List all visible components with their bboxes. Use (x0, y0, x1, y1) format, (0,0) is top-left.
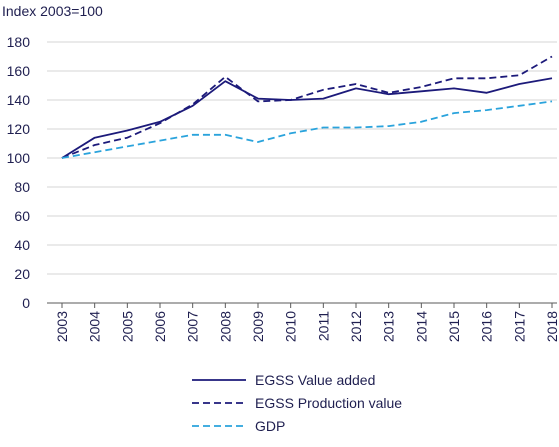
x-tick-label: 2003 (54, 311, 70, 342)
y-axis-ticks: 0 20 40 60 80 100 120 140 160 180 (7, 34, 31, 311)
x-tick-label: 2009 (250, 311, 266, 342)
x-tick-label: 2011 (315, 311, 331, 341)
legend-label: EGSS Value added (255, 372, 375, 388)
y-tick-label: 40 (14, 237, 30, 253)
x-tick-label: 2016 (479, 311, 495, 342)
x-tick-label: 2005 (119, 311, 135, 342)
y-tick-label: 120 (7, 121, 31, 137)
x-tick-label: 2008 (217, 311, 233, 342)
y-tick-label: 60 (14, 208, 30, 224)
x-tick-label: 2007 (185, 311, 201, 342)
x-tick-label: 2014 (413, 311, 429, 342)
x-tick-label: 2010 (283, 311, 299, 342)
y-axis-label: Index 2003=100 (2, 3, 103, 19)
y-tick-label: 20 (14, 266, 30, 282)
series-line-egss-value-added (61, 77, 553, 159)
legend: EGSS Value added EGSS Production value GDP (192, 372, 402, 434)
legend-label: GDP (255, 418, 285, 434)
series-line-gdp (61, 100, 553, 159)
series-line-egss-production-value (61, 55, 553, 159)
x-axis-ticks: 2003 2004 2005 2006 2007 2008 2009 2010 2011 2012… (54, 303, 559, 342)
x-tick-label: 2012 (348, 311, 364, 342)
x-tick-label: 2006 (152, 311, 168, 342)
series-lines (61, 55, 553, 159)
y-tick-label: 160 (7, 63, 31, 79)
x-tick-label: 2018 (544, 311, 559, 342)
x-tick-label: 2015 (446, 311, 462, 342)
x-tick-label: 2017 (511, 311, 527, 342)
y-tick-label: 100 (7, 150, 31, 166)
y-tick-label: 180 (7, 34, 31, 50)
y-tick-label: 140 (7, 92, 31, 108)
y-tick-label: 0 (22, 295, 30, 311)
gridlines (47, 41, 557, 275)
x-tick-label: 2004 (87, 311, 103, 342)
legend-label: EGSS Production value (255, 395, 402, 411)
y-tick-label: 80 (14, 179, 30, 195)
x-tick-label: 2013 (381, 311, 397, 342)
